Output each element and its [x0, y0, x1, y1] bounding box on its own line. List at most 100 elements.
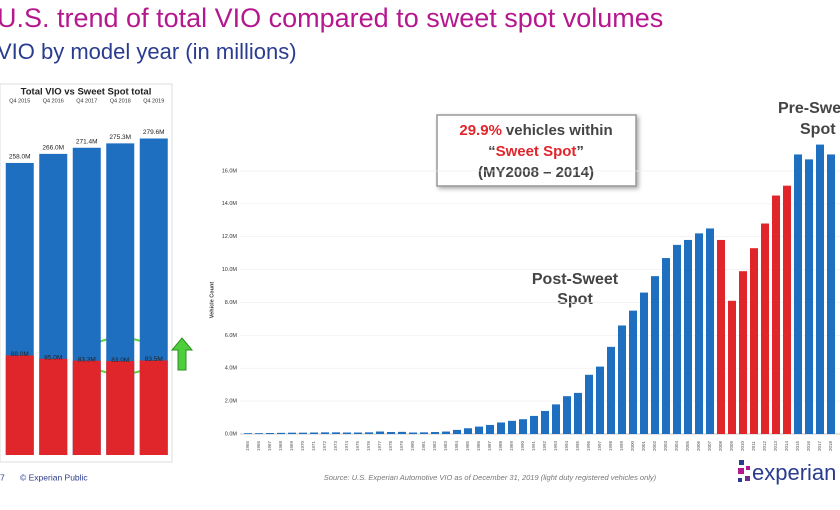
bar	[607, 346, 615, 434]
bar	[343, 432, 351, 434]
x-tick-label: 1995	[575, 440, 580, 451]
bar	[761, 223, 769, 434]
bar	[684, 239, 692, 434]
bar	[321, 432, 329, 434]
x-tick-label: 1987	[487, 440, 492, 451]
value-label: 88.0M	[11, 351, 29, 358]
bar	[398, 431, 406, 434]
bar	[5, 355, 34, 455]
share: 29.9%	[459, 122, 502, 139]
x-tick-label: 2015	[795, 440, 800, 451]
x-tick-label: 1970	[300, 440, 305, 451]
bar	[563, 396, 571, 434]
y-tick-label: 2.0M	[225, 399, 238, 405]
x-tick-label: 2014	[784, 440, 789, 451]
column-label: Q4 2015	[9, 98, 30, 104]
bar	[772, 195, 780, 434]
bar	[552, 404, 560, 434]
bar	[673, 244, 681, 434]
x-tick-label: 2003	[663, 440, 668, 451]
x-tick-label: 2005	[685, 440, 690, 451]
quote: ”	[576, 143, 584, 160]
bar	[486, 424, 494, 434]
bar	[728, 300, 736, 434]
value-label: 271.4M	[76, 138, 98, 145]
value-label: 266.0M	[42, 145, 64, 152]
bar	[717, 239, 725, 434]
x-tick-label: 1977	[377, 440, 382, 451]
x-tick-label: 1994	[564, 440, 569, 451]
x-tick-label: 1988	[498, 440, 503, 451]
bar	[816, 144, 824, 435]
post-label: Post-Sweet	[532, 271, 619, 288]
bar	[387, 432, 395, 434]
y-tick-label: 16.0M	[222, 168, 238, 174]
bar	[541, 410, 549, 434]
bar	[629, 310, 637, 434]
left-chart-title: Total VIO vs Sweet Spot total	[21, 87, 152, 98]
x-tick-label: 2011	[751, 441, 756, 451]
x-tick-label: 2008	[718, 440, 723, 451]
logo-dot	[738, 468, 744, 474]
value-label: 83.5M	[145, 356, 163, 363]
x-tick-label: 1969	[289, 440, 294, 451]
bar	[420, 432, 428, 434]
value-label: 275.3M	[109, 134, 131, 141]
x-tick-label: 1997	[597, 440, 602, 451]
value-label: 83.3M	[78, 356, 96, 363]
bar	[39, 358, 68, 455]
column-label: Q4 2018	[110, 98, 131, 104]
x-tick-label: 2013	[773, 440, 778, 451]
column-label: Q4 2016	[43, 98, 64, 104]
logo-icon	[738, 460, 750, 482]
bar	[827, 154, 835, 434]
x-tick-label: 1985	[465, 440, 470, 451]
pre-label: Spot	[800, 121, 836, 138]
x-tick-label: 1974	[344, 440, 349, 451]
bar	[706, 228, 714, 434]
y-axis-label: Vehicle Count	[209, 282, 215, 319]
x-tick-label: 1999	[619, 440, 624, 451]
slide-subtitle: VIO by model year (in millions)	[0, 39, 297, 64]
x-tick-label: 1998	[608, 440, 613, 451]
bar	[783, 185, 791, 434]
page-number: 7	[0, 472, 5, 482]
logo-dot	[745, 476, 750, 481]
x-tick-label: 1973	[333, 440, 338, 451]
bar	[640, 292, 648, 434]
x-tick-label: 2010	[740, 440, 745, 451]
x-tick-label: 2012	[762, 440, 767, 451]
x-tick-label: 1983	[443, 440, 448, 451]
value-label: 258.0M	[9, 154, 31, 161]
y-tick-label: 6.0M	[225, 333, 238, 339]
x-tick-label: 2001	[641, 440, 646, 451]
bar	[519, 419, 527, 434]
y-tick-label: 10.0M	[222, 267, 238, 273]
bar	[288, 432, 296, 434]
x-tick-label: 1975	[355, 440, 360, 451]
x-tick-label: 2006	[696, 440, 701, 451]
bar	[332, 432, 340, 434]
x-tick-label: 1972	[322, 440, 327, 451]
quote: “	[488, 143, 496, 160]
annotation-line-1: 29.9% vehicles within	[459, 122, 612, 139]
x-tick-label: 2018	[828, 440, 833, 451]
x-tick-label: 1991	[531, 440, 536, 451]
logo-dot	[739, 460, 744, 465]
bar	[618, 325, 626, 434]
bar	[255, 433, 263, 434]
bar	[376, 431, 384, 434]
x-tick-label: 1976	[366, 440, 371, 451]
value-label: 85.0M	[44, 354, 62, 361]
source: Source: U.S. Experian Automotive VIO as …	[324, 473, 657, 482]
bar	[695, 233, 703, 434]
bar	[508, 420, 516, 434]
bar	[739, 271, 747, 434]
y-tick-label: 14.0M	[222, 201, 238, 207]
column-label: Q4 2017	[76, 98, 97, 104]
bar	[651, 276, 659, 434]
logo-dot	[738, 478, 742, 482]
y-tick-label: 0.0M	[225, 431, 238, 437]
value-label: 83.0M	[111, 357, 129, 364]
